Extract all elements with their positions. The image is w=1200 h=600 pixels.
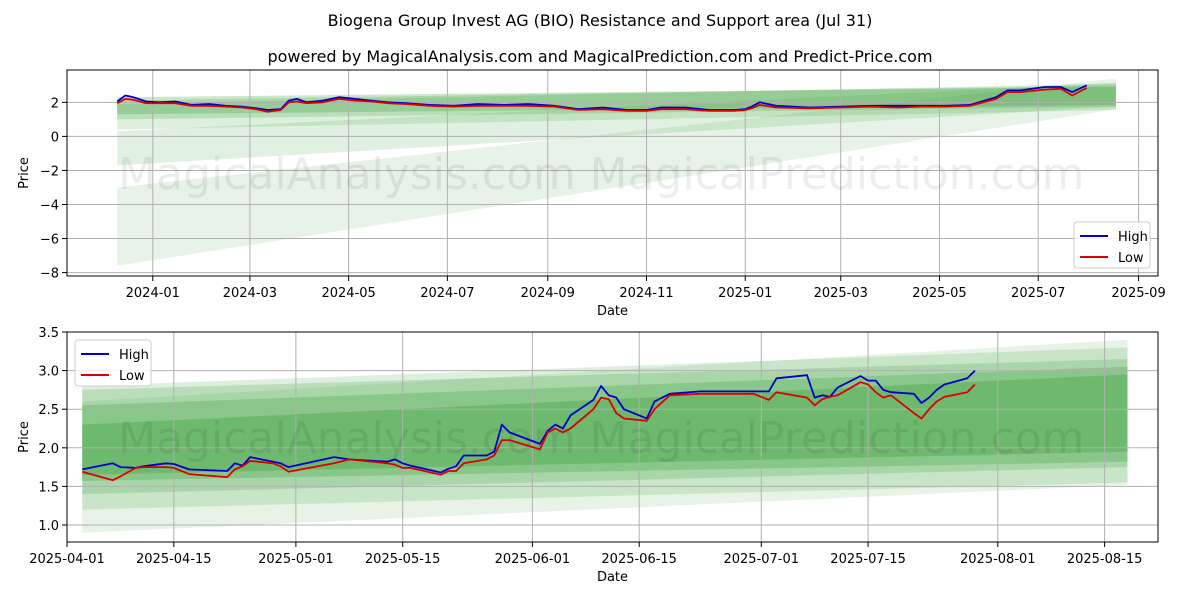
y-tick-label: −8 bbox=[40, 267, 59, 282]
x-tick-label: 2025-05-15 bbox=[365, 552, 441, 567]
y-tick-label: 2 bbox=[51, 96, 59, 111]
legend: High Low bbox=[1073, 221, 1151, 269]
support-resistance-band bbox=[82, 366, 1128, 482]
support-resistance-band bbox=[82, 347, 1128, 510]
chart-subtitle: powered by MagicalAnalysis.com and Magic… bbox=[267, 47, 932, 66]
y-tick-label: 2.5 bbox=[38, 403, 59, 418]
x-tick-label: 2025-06-01 bbox=[495, 552, 571, 567]
x-tick-label: 2025-08-15 bbox=[1067, 552, 1143, 567]
x-axis-label: Date bbox=[597, 570, 628, 585]
y-tick-label: 2.0 bbox=[38, 442, 59, 457]
x-tick-label: 2025-08-01 bbox=[960, 552, 1036, 567]
x-tick-label: 2025-07-15 bbox=[830, 552, 906, 567]
y-tick-label: −6 bbox=[40, 233, 59, 248]
y-tick-label: 3.5 bbox=[38, 326, 59, 341]
y-tick-label: 1.5 bbox=[38, 480, 59, 495]
watermark-text: MagicalPrediction.com bbox=[590, 149, 1085, 200]
chart-title: Biogena Group Invest AG (BIO) Resistance… bbox=[328, 11, 873, 30]
x-tick-label: 2024-05 bbox=[321, 286, 375, 301]
axes-frame bbox=[66, 331, 1159, 543]
support-resistance-band bbox=[117, 78, 1116, 266]
bottom-panel: MagicalAnalysis.com MagicalPrediction.com… bbox=[17, 326, 1159, 585]
x-tick-label: 2025-07-01 bbox=[723, 552, 799, 567]
legend-label-low: Low bbox=[1118, 251, 1144, 266]
x-tick-label: 2025-05 bbox=[912, 286, 966, 301]
x-tick-label: 2025-01 bbox=[718, 286, 772, 301]
y-tick-label: 0 bbox=[51, 130, 59, 145]
watermark-text: MagicalPrediction.com bbox=[590, 413, 1085, 464]
x-tick-label: 2025-09 bbox=[1111, 286, 1165, 301]
x-tick-label: 2025-06-15 bbox=[601, 552, 677, 567]
x-tick-label: 2025-05-01 bbox=[258, 552, 334, 567]
x-tick-label: 2025-07 bbox=[1011, 286, 1065, 301]
legend: High Low bbox=[74, 339, 152, 387]
watermark-text: MagicalAnalysis.com bbox=[118, 149, 576, 200]
x-tick-label: 2024-03 bbox=[223, 286, 277, 301]
y-tick-label: 3.0 bbox=[38, 365, 59, 380]
support-resistance-band bbox=[117, 87, 1116, 115]
series-line-low bbox=[82, 381, 976, 482]
y-tick-label: −2 bbox=[40, 164, 59, 179]
x-tick-label: 2024-09 bbox=[521, 286, 575, 301]
x-tick-label: 2024-07 bbox=[420, 286, 474, 301]
legend-label-high: High bbox=[1118, 230, 1148, 245]
y-tick-label: −4 bbox=[40, 198, 59, 213]
top-panel: MagicalAnalysis.com MagicalPrediction.com… bbox=[17, 69, 1166, 319]
axes-frame bbox=[66, 69, 1159, 277]
y-axis-label: Price bbox=[17, 421, 32, 453]
legend-label-high: High bbox=[119, 348, 149, 363]
legend-label-low: Low bbox=[119, 369, 145, 384]
x-axis-label: Date bbox=[597, 304, 628, 319]
support-resistance-band bbox=[117, 83, 1116, 130]
x-tick-label: 2025-04-01 bbox=[29, 552, 105, 567]
y-tick-label: 1.0 bbox=[38, 519, 59, 534]
x-tick-label: 2024-01 bbox=[126, 286, 180, 301]
support-resistance-band bbox=[82, 339, 1128, 533]
x-tick-label: 2025-04-15 bbox=[136, 552, 212, 567]
watermark-text: MagicalAnalysis.com bbox=[118, 413, 576, 464]
series-line-high bbox=[82, 369, 976, 474]
x-tick-label: 2025-03 bbox=[814, 286, 868, 301]
support-resistance-band bbox=[82, 374, 1128, 475]
support-resistance-band bbox=[117, 82, 1116, 166]
series-line-low bbox=[116, 87, 1088, 113]
y-axis-label: Price bbox=[17, 157, 32, 189]
x-tick-label: 2024-11 bbox=[619, 286, 673, 301]
